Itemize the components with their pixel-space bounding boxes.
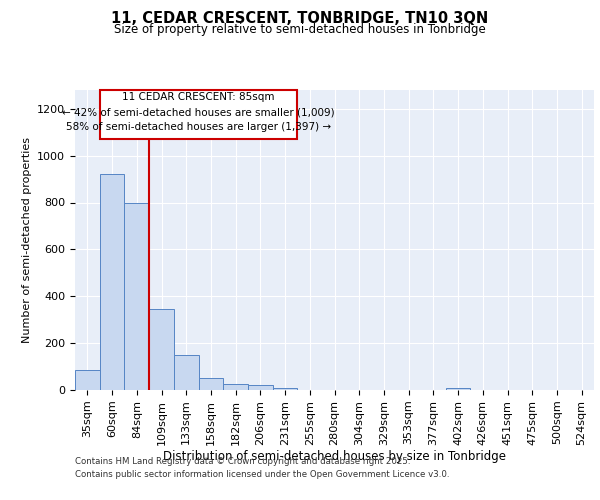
Bar (149, 309, 174, 390)
Bar (75, 370, 100, 390)
Bar (199, 378, 223, 390)
Bar (100, 174, 124, 390)
Bar (223, 384, 248, 390)
Bar (124, 202, 149, 390)
X-axis label: Distribution of semi-detached houses by size in Tonbridge: Distribution of semi-detached houses by … (163, 450, 506, 464)
Text: ← 42% of semi-detached houses are smaller (1,009): ← 42% of semi-detached houses are smalle… (62, 108, 335, 118)
Bar (248, 384, 273, 390)
Text: 11 CEDAR CRESCENT: 85sqm: 11 CEDAR CRESCENT: 85sqm (122, 92, 275, 102)
FancyBboxPatch shape (100, 90, 298, 139)
Text: 11, CEDAR CRESCENT, TONBRIDGE, TN10 3QN: 11, CEDAR CRESCENT, TONBRIDGE, TN10 3QN (112, 11, 488, 26)
Text: 58% of semi-detached houses are larger (1,397) →: 58% of semi-detached houses are larger (… (66, 122, 331, 132)
Bar (174, 355, 199, 390)
Bar (273, 388, 298, 390)
Text: Size of property relative to semi-detached houses in Tonbridge: Size of property relative to semi-detach… (114, 22, 486, 36)
Text: Contains HM Land Registry data © Crown copyright and database right 2025.: Contains HM Land Registry data © Crown c… (75, 458, 410, 466)
Text: Contains public sector information licensed under the Open Government Licence v3: Contains public sector information licen… (75, 470, 449, 479)
Bar (446, 388, 470, 390)
Y-axis label: Number of semi-detached properties: Number of semi-detached properties (22, 137, 32, 343)
